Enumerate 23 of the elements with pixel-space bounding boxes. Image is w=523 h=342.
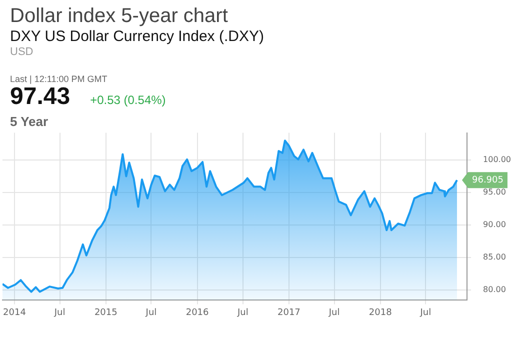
text: Last | 12:11:00 PM GMT bbox=[10, 74, 108, 84]
y-tick-label: 100.00 bbox=[483, 155, 512, 164]
y-tick-label: 90.00 bbox=[483, 220, 506, 230]
text: 97.43 bbox=[10, 83, 70, 110]
x-tick-label: 2015 bbox=[94, 308, 118, 318]
text: +0.53 (0.54%) bbox=[90, 93, 166, 107]
x-tick-label: Jul bbox=[328, 308, 340, 318]
x-tick-label: Jul bbox=[419, 308, 432, 318]
x-tick-label: Jul bbox=[236, 308, 248, 318]
x-tick-label: 2014 bbox=[3, 308, 26, 318]
x-tick-label: 2018 bbox=[368, 308, 392, 318]
annotation: 96.905 bbox=[472, 175, 504, 186]
x-tick-label: 2016 bbox=[186, 308, 210, 318]
y-tick-label: 85.00 bbox=[483, 252, 506, 262]
y-tick-label: 95.00 bbox=[483, 188, 506, 197]
x-tick-label: 2017 bbox=[278, 308, 300, 318]
chart-title: Dollar index 5-year chart bbox=[10, 4, 229, 28]
x-tick-label: Jul bbox=[144, 308, 157, 318]
x-tick-label: Jul bbox=[53, 308, 66, 318]
text: 5 Year bbox=[10, 114, 50, 129]
text: USD bbox=[10, 46, 34, 58]
chart-subtitle: DXY US Dollar Currency Index (.DXY) bbox=[10, 28, 265, 46]
y-tick-label: 80.00 bbox=[483, 284, 506, 294]
